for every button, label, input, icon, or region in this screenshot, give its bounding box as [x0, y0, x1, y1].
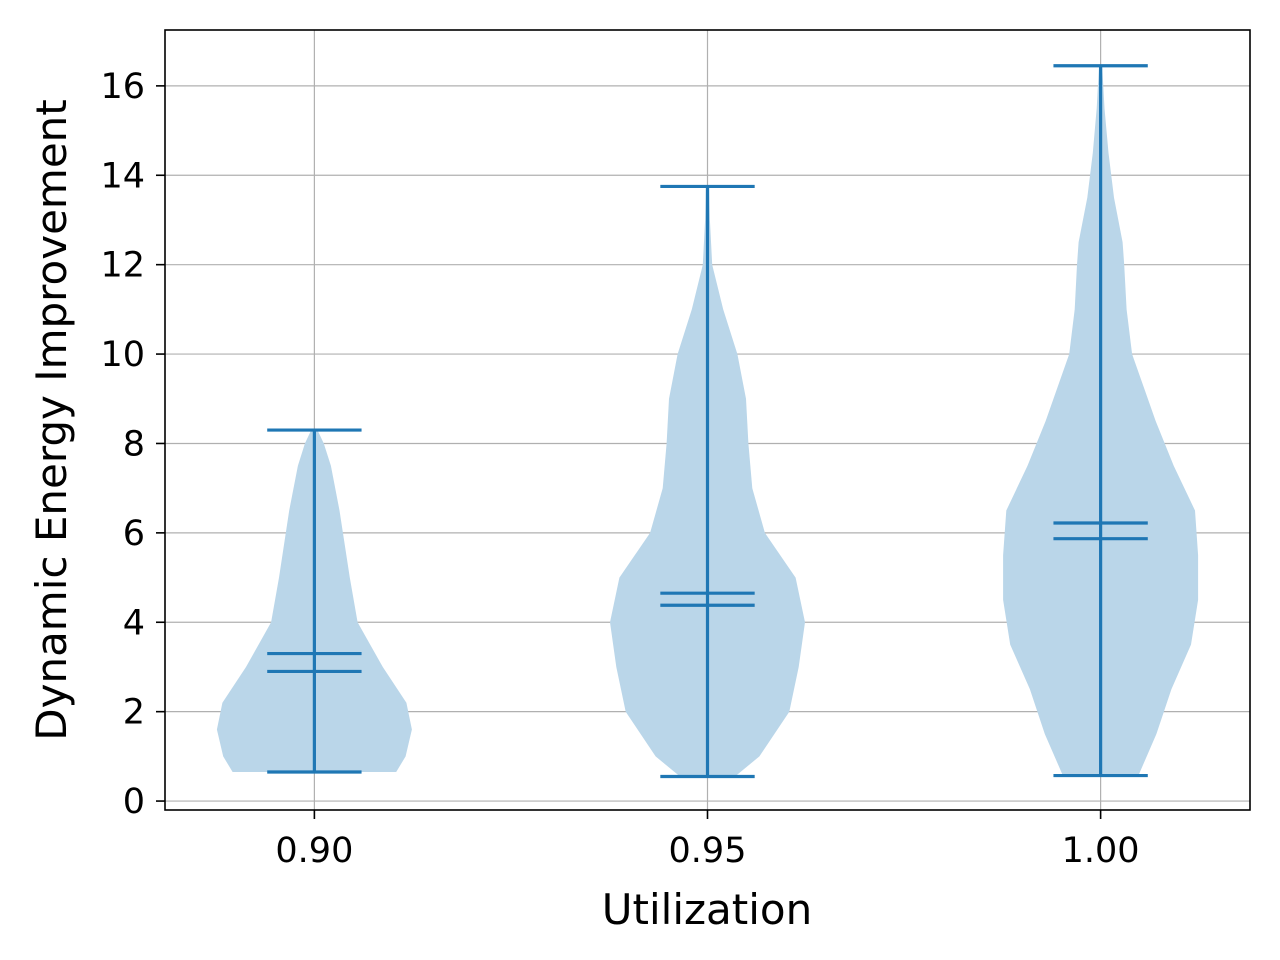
y-tick-label: 12 [100, 246, 145, 286]
y-tick-label: 10 [100, 335, 145, 375]
violins [216, 64, 1199, 779]
violin-0 [216, 428, 412, 774]
x-tick-label: 0.95 [669, 831, 747, 871]
x-tick-label: 0.90 [275, 831, 353, 871]
y-tick-label: 8 [123, 424, 145, 464]
y-tick-label: 6 [123, 514, 145, 554]
y-tick-label: 14 [100, 156, 145, 196]
y-tick-label: 16 [100, 67, 145, 107]
x-axis-label: Utilization [602, 885, 812, 934]
violin-2 [1003, 64, 1199, 778]
y-tick-label: 4 [123, 603, 145, 643]
y-tick-label: 0 [123, 782, 145, 822]
x-tick-label: 1.00 [1062, 831, 1140, 871]
y-axis-label: Dynamic Energy Improvement [27, 99, 76, 741]
ticks: 0.90 0.95 1.00 0 2 4 6 8 10 12 14 16 [100, 67, 1139, 871]
y-tick-label: 2 [123, 693, 145, 733]
violin-1 [610, 184, 805, 779]
